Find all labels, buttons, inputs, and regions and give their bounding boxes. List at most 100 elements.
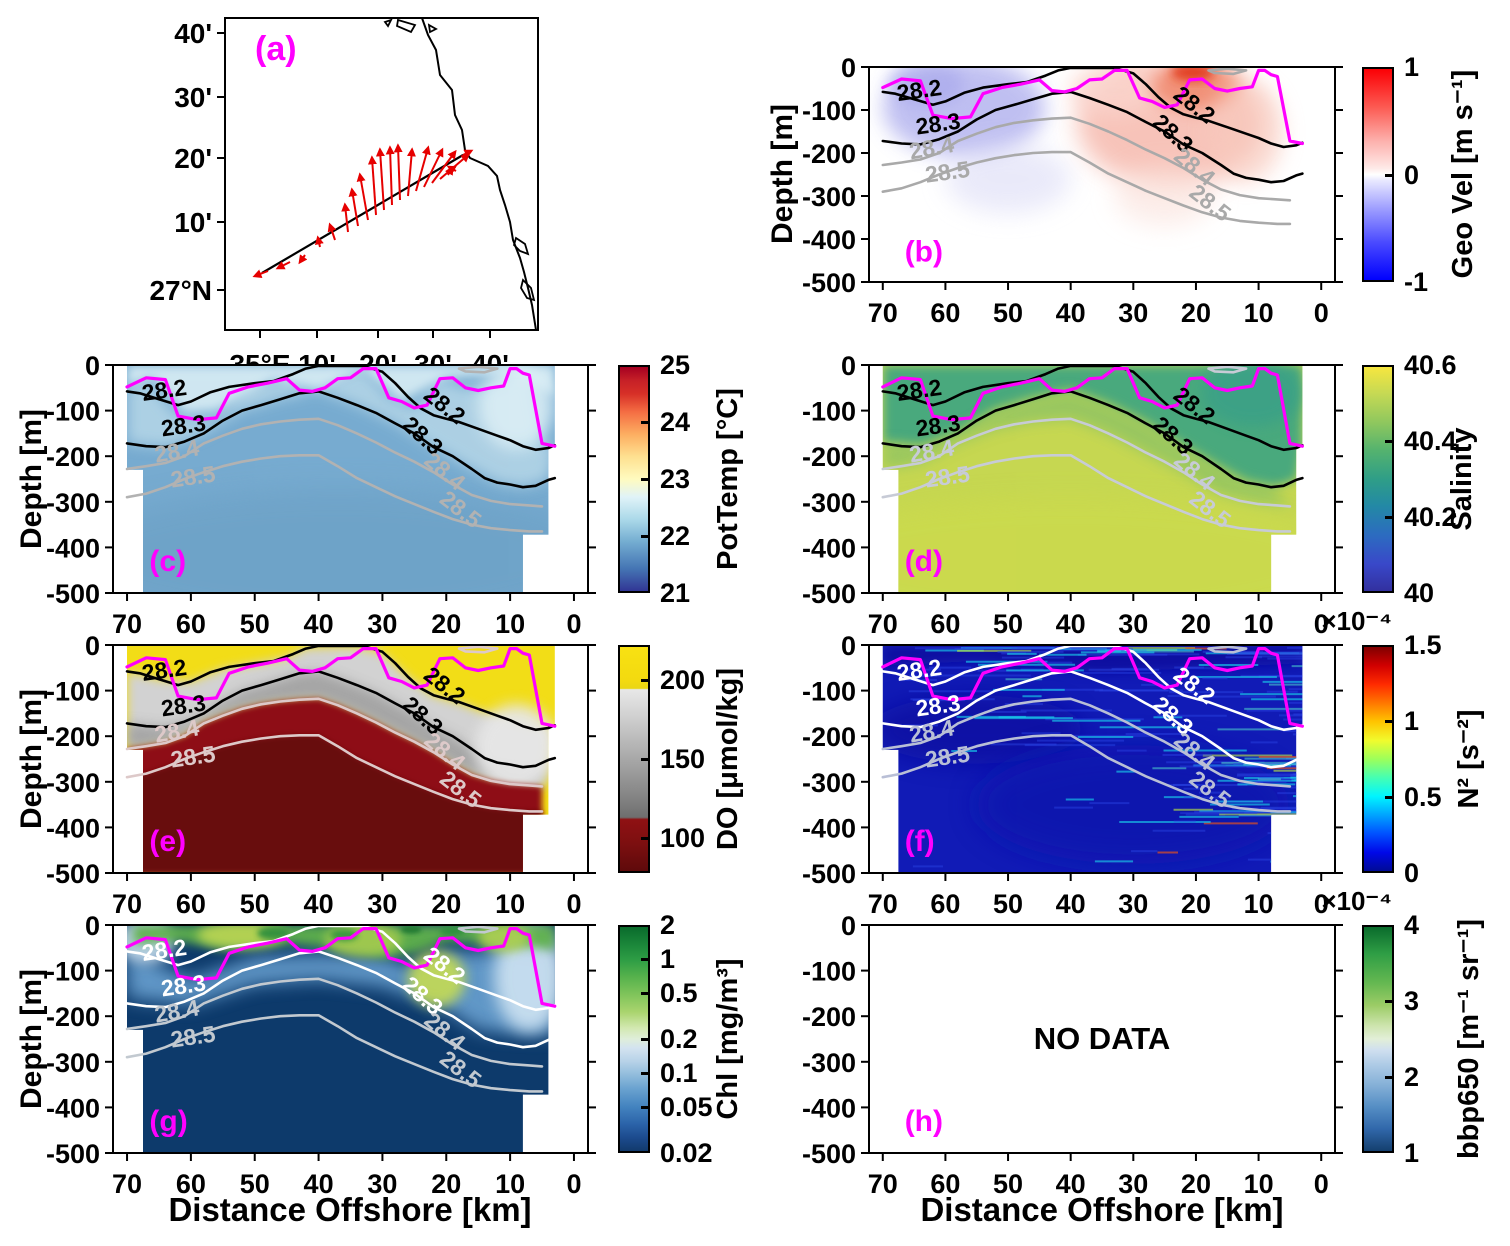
colorbar-tick-label: 21 [660,578,691,608]
colorbar-tick-label: 2 [1404,1062,1420,1093]
y-tick-label: -300 [802,182,856,212]
colorbar-c: 25 24 23 22 21 [618,350,738,608]
y-tick-label: 0 [85,351,100,381]
panel-e-plot: 28.2 28.228.3 28.328.4 28.428.528.570 60 50 40… [46,631,596,919]
colorbar-tick-label: 100 [660,823,706,854]
velocity-vector [341,202,351,233]
x-tick-label: 60 [176,1169,206,1199]
x-tick-label: 20 [1181,609,1211,639]
field-layer [882,497,1303,593]
depth-axis-label-g: Depth [m] [15,969,48,1109]
y-tick-label: 0 [841,911,856,941]
isopycnal-contour-28.3 [125,670,557,769]
contour-label: 28.5 [169,741,217,773]
field-layer [127,488,555,593]
velocity-vector [446,165,457,175]
x-tick-label: 30 [367,609,397,639]
isopycnal-contour-28.5 [125,1014,544,1093]
x-tick-label: 30 [1118,889,1148,919]
x-tick-label: 10 [1244,889,1274,919]
contour-label: 28.3 [914,409,962,441]
velocity-vector [275,261,291,270]
panel-letter-e: (e) [149,825,186,858]
x-tick-label: 0 [1314,298,1329,328]
island [512,236,530,256]
map-y-tick-label: 30' [174,82,212,113]
velocity-vector [431,149,457,184]
x-tick-label: 0 [1314,609,1329,639]
field-layer [1114,165,1215,227]
velocity-vector [367,155,377,216]
colorbar-tick [641,421,649,424]
x-tick-label: 0 [566,889,581,919]
field-layer [400,925,422,934]
velocity-vector [385,145,395,206]
colorbar-e: 200 150 100 [618,645,738,873]
velocity-vector [348,187,359,227]
panel-letter-d: (d) [905,545,943,578]
contour-label: 28.2 [895,374,943,406]
field-layer [1208,79,1284,184]
colorbar-tick [641,837,649,841]
y-tick-label: -300 [46,1048,100,1078]
colorbar-tick [641,478,649,481]
contour-label: 28.2 [895,74,943,106]
coastline [421,17,537,331]
multiplier-n2: ×10⁻⁴ [1321,606,1392,636]
map-box [224,17,539,331]
y-tick-label: -200 [802,139,856,169]
x-tick-label: 70 [112,609,142,639]
field-b [882,67,1284,227]
field-layer [1070,67,1159,117]
colorbar-tick [1385,1076,1393,1080]
colorbar-tick-label: 0.02 [660,1138,713,1168]
colorbar-tick-label: 40.2 [1404,502,1457,533]
isopycnal-contour-loop [457,925,499,934]
y-tick-label: 0 [841,351,856,381]
field-layer [478,365,555,450]
colorbar-tick-label: 40 [1404,578,1435,608]
x-tick-label: 30 [1118,298,1148,328]
x-tick-label: 30 [367,889,397,919]
y-tick-label: -500 [46,579,100,609]
colorbar-tick [641,992,649,996]
field-layer [882,695,1084,764]
colorbar-tick [1385,999,1393,1003]
panel-letter-g: (g) [149,1105,187,1138]
field-layer [474,704,555,791]
colorbar-gradient-h [1362,925,1394,1153]
plot-box-g [112,924,589,1154]
x-tick-label: 60 [176,889,206,919]
isopycnal-contour-28.4 [125,977,544,1068]
velocity-vector [252,269,269,278]
isopycnal-contour-28.3 [881,90,1304,184]
y-tick-label: -400 [802,533,856,563]
colorbar-tick-label: 0.05 [660,1092,713,1123]
x-tick-label: 60 [176,609,206,639]
isopycnal-contour-loop [1207,67,1248,76]
y-tick-label: -500 [46,1139,100,1169]
field-g [127,925,555,1153]
contour-label: 28.2 [140,374,188,406]
x-tick-label: 10 [495,1169,525,1199]
isopycnal-contour-loop [457,365,499,374]
panel-b-plot: 28.2 28.228.3 28.328.4 28.428.528.570 60 50 40… [802,53,1343,328]
y-tick-label: -100 [802,677,856,707]
panel-letter-a: (a) [255,30,297,68]
x-tick-label: 40 [304,1169,334,1199]
contours-f [881,645,1304,813]
x-tick-label: 50 [240,1169,270,1199]
x-tick-label: 20 [431,889,461,919]
x-tick-label: 40 [1056,609,1086,639]
colorbar-h: 4 3 2 1 [1362,910,1482,1168]
contours-c [125,365,557,533]
colorbar-tick-label: 0.1 [660,1058,698,1089]
distance-axis-label-right: Distance Offshore [km] [920,1191,1284,1228]
panel-letter-h: (h) [905,1105,943,1138]
contour-label: 28.5 [169,461,217,493]
x-tick-label: 50 [993,298,1023,328]
field-layer [882,365,1303,488]
y-tick-label: -100 [46,397,100,427]
field-d [882,365,1303,593]
